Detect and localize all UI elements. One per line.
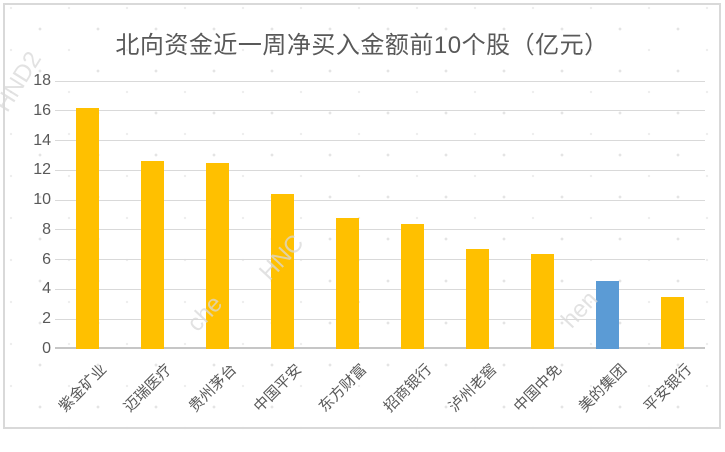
y-tick-label: 6	[42, 250, 51, 268]
gridline	[55, 110, 705, 112]
chart-title: 北向资金近一周净买入金额前10个股（亿元）	[115, 32, 609, 59]
bar-招商银行	[401, 223, 424, 349]
y-tick-label: 8	[42, 220, 51, 238]
y-tick-label: 10	[33, 191, 51, 209]
bar-美的集团	[596, 280, 619, 349]
gridline	[55, 318, 705, 320]
y-tick-label: 14	[33, 131, 51, 149]
gridline	[55, 288, 705, 290]
bar-泸州老窖	[466, 249, 489, 349]
y-tick-label: 4	[42, 280, 51, 298]
x-axis-line	[55, 347, 705, 349]
plot-area: 18 16 14 12 10 8 6 4 2 0 紫金矿业 迈瑞医疗 贵州茅台 中国平安 东方财富 招商银行泸…	[33, 72, 705, 416]
y-tick-label: 0	[42, 340, 51, 357]
y-tick-label: 16	[33, 101, 51, 119]
gridline	[55, 199, 705, 201]
gridline	[55, 259, 705, 261]
bar-迈瑞医疗	[141, 161, 164, 349]
gridline	[55, 169, 705, 171]
y-tick-label: 18	[33, 72, 51, 89]
bar-东方财富	[336, 217, 359, 349]
bar-平安银行	[661, 296, 684, 349]
gridline	[55, 140, 705, 142]
bar-中国平安	[271, 194, 294, 349]
gridline	[55, 80, 705, 82]
chart-canvas: 北向资金近一周净买入金额前10个股（亿元） 18 16 14 12 10 8 6 4 2 0 紫金矿…	[0, 0, 725, 437]
bar-中国中免	[531, 253, 554, 349]
bar-贵州茅台	[206, 162, 229, 349]
y-tick-label: 2	[42, 310, 51, 328]
chart-frame: 北向资金近一周净买入金额前10个股（亿元） 18 16 14 12 10 8 6 4 2 0 紫金矿…	[3, 3, 721, 429]
gridline	[55, 229, 705, 231]
y-tick-label: 12	[33, 161, 51, 179]
bar-紫金矿业	[76, 107, 99, 349]
